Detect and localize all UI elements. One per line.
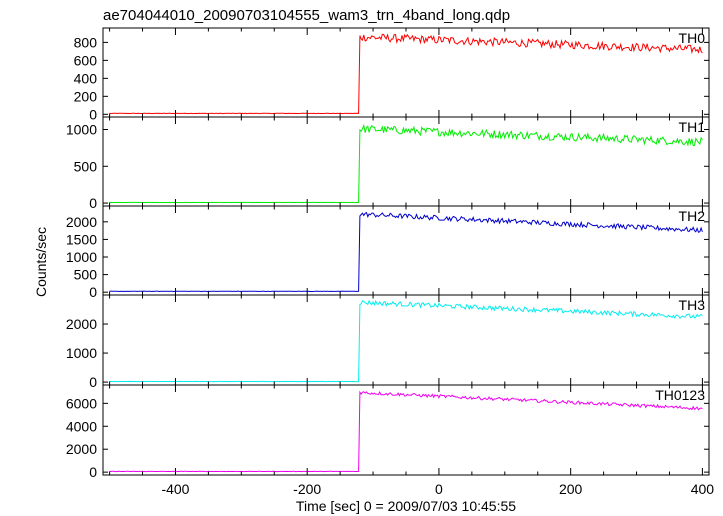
y-tick-label: 400: [74, 70, 98, 86]
panel-th0123: 0 2000 4000 6000 TH0123: [66, 384, 710, 480]
y-tick-label: 1000: [66, 122, 97, 138]
panel-frame: [102, 294, 710, 386]
panel-frame: [102, 384, 710, 476]
y-tick-label: 2000: [66, 214, 97, 230]
x-tick-label: -400: [161, 481, 189, 497]
y-tick-label: 2000: [66, 316, 97, 332]
panel-th3: 0 1000 2000 TH3: [66, 294, 710, 390]
y-tick-label: 200: [74, 88, 98, 104]
panel-th1: 0 500 1000 TH1: [66, 116, 710, 211]
x-tick-label: -200: [293, 481, 321, 497]
chart-title: ae704044010_20090703104555_wam3_trn_4ban…: [103, 7, 510, 24]
panel-label: TH2: [679, 208, 706, 224]
y-tick-label: 0: [89, 284, 97, 300]
panel-frame: [102, 205, 710, 296]
y-tick-label: 2000: [66, 441, 97, 457]
y-tick-label: 0: [89, 195, 97, 211]
series-line-th0123: [109, 390, 703, 473]
panel-frame: [102, 27, 710, 118]
y-tick-label: 1000: [66, 345, 97, 361]
y-axis-label: Counts/sec: [33, 227, 49, 297]
y-tick-label: 0: [89, 374, 97, 390]
series-line-th2: [109, 211, 703, 293]
y-tick-label: 600: [74, 52, 98, 68]
y-tick-label: 0: [89, 106, 97, 122]
series-line-th0: [109, 33, 703, 115]
series-line-th1: [109, 123, 703, 204]
y-tick-label: 6000: [66, 395, 97, 411]
series-line-th3: [109, 299, 703, 383]
panel-label: TH3: [679, 297, 706, 313]
panel-label: TH0: [679, 30, 706, 46]
panel-frame: [102, 116, 710, 207]
panel-label: TH1: [679, 119, 706, 135]
y-tick-label: 500: [74, 267, 98, 283]
x-tick-label: 0: [435, 481, 443, 497]
panel-th0: 0 200 400 600 800 TH0: [74, 27, 710, 122]
y-tick-label: 0: [89, 464, 97, 480]
panel-label: TH0123: [655, 387, 705, 403]
y-tick-label: 1000: [66, 249, 97, 265]
x-tick-label: 400: [691, 481, 715, 497]
y-tick-label: 800: [74, 34, 98, 50]
x-tick-label: 200: [559, 481, 583, 497]
x-axis-label: Time [sec] 0 = 2009/07/03 10:45:55: [296, 498, 516, 514]
y-tick-label: 4000: [66, 418, 97, 434]
y-tick-label: 1500: [66, 231, 97, 247]
y-tick-label: 500: [74, 158, 98, 174]
